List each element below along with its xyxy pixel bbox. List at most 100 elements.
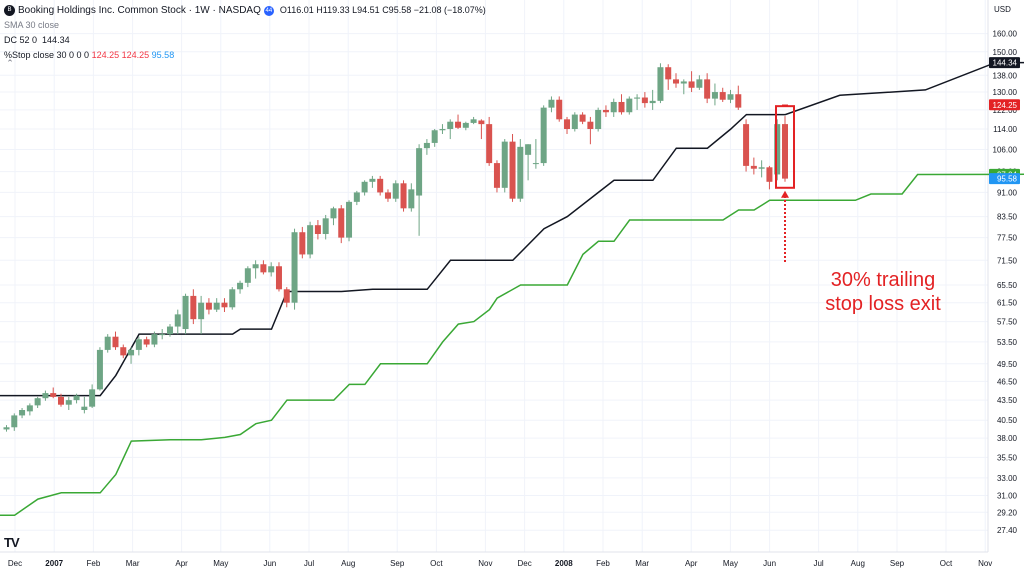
stop-value-2: 124.25 (121, 50, 150, 60)
candle (3, 425, 10, 432)
y-tick-label: 57.50 (997, 318, 1018, 327)
candle-body (688, 81, 695, 88)
candle-body (237, 282, 244, 290)
candle-body (571, 114, 578, 130)
candle (291, 228, 298, 310)
x-tick-labels[interactable]: Dec 2007 Feb Mar Apr May Jun Jul Aug Sep Oct Nov Dec… (8, 559, 992, 568)
candle (587, 116, 594, 145)
candle-body (260, 264, 267, 273)
candle (735, 85, 742, 110)
x-tick-label: Feb (596, 559, 610, 568)
candle-body (221, 302, 228, 308)
candle-body (346, 201, 353, 238)
candle (423, 139, 430, 155)
price-tag-bg (989, 99, 1020, 111)
candle-body (198, 302, 205, 320)
legend-symbol-row[interactable]: B Booking Holdings Inc. Common Stock · 1W… (4, 3, 486, 18)
dc-label: DC 52 0 (4, 35, 38, 45)
candle-body (540, 107, 547, 164)
x-tick-label: Dec (8, 559, 22, 568)
price-tag: 144.34 (989, 57, 1020, 69)
candle-body (229, 289, 236, 308)
candle (688, 71, 695, 93)
candle (81, 396, 88, 414)
candle (470, 116, 477, 125)
candle (42, 390, 49, 401)
candle (353, 190, 360, 206)
y-tick-label: 114.00 (993, 125, 1017, 134)
legend-open: O116.01 (279, 5, 314, 15)
candle-body (711, 92, 718, 99)
currency-label[interactable]: USD (994, 5, 1011, 14)
candle (128, 347, 135, 364)
x-tick-label: Jul (813, 559, 823, 568)
candle-body (244, 268, 251, 283)
y-tick-label: 29.20 (997, 508, 1018, 517)
candle-body (696, 79, 703, 88)
x-tick-label: Feb (87, 559, 101, 568)
candle-body (104, 336, 111, 350)
y-tick-label: 83.50 (997, 213, 1018, 222)
candle (57, 393, 64, 407)
candle (151, 331, 158, 348)
candle (618, 94, 625, 115)
candle (11, 413, 18, 431)
candle-body (377, 178, 384, 193)
candle (174, 309, 181, 335)
candle (159, 329, 166, 340)
candle-body (19, 410, 26, 416)
candle-body (135, 339, 142, 350)
tradingview-logo-icon[interactable]: TV (4, 535, 20, 550)
exchange-badge: 44 (263, 5, 274, 16)
y-tick-label: 77.50 (997, 234, 1018, 243)
candle (509, 133, 516, 202)
candle-body (182, 295, 189, 330)
candle (719, 87, 726, 102)
candle-body (455, 121, 462, 128)
candle-body (525, 144, 532, 155)
candle-body (291, 232, 298, 303)
legend-stop-row[interactable]: %Stop close 30 0 0 0 124.25 124.25 95.58 (4, 48, 486, 63)
candle (540, 105, 547, 166)
y-tick-labels[interactable]: 160.00 150.00 138.00 130.00 122.00 114.00 106.… (993, 30, 1018, 536)
candle-body (548, 99, 555, 108)
candle-body (314, 225, 321, 235)
symbol-title[interactable]: Booking Holdings Inc. Common Stock · 1W … (18, 5, 261, 16)
candle-body (641, 97, 648, 104)
stop-value-3: 95.58 (151, 50, 175, 60)
candle-body (447, 121, 454, 130)
candle (244, 266, 251, 288)
legend-dc-row[interactable]: DC 52 0 144.34 (4, 33, 486, 48)
candle (89, 384, 96, 409)
x-tick-label: Mar (126, 559, 140, 568)
candle (501, 139, 508, 193)
candle (408, 183, 415, 212)
candle (431, 129, 438, 147)
collapse-legend-chevron-icon[interactable]: ⌃ (6, 58, 14, 68)
candle-body (3, 427, 10, 430)
y-tick-label: 35.50 (997, 453, 1018, 462)
candle-body (766, 167, 773, 182)
x-tick-label: May (723, 559, 738, 568)
y-tick-label: 160.00 (993, 30, 1018, 39)
candle (104, 334, 111, 353)
candle (182, 293, 189, 335)
candle (346, 200, 353, 242)
candle-body (338, 208, 345, 238)
legend-sma-row[interactable]: SMA 30 close (4, 18, 486, 33)
price-tag-bg (989, 57, 1020, 69)
x-tick-label: Aug (341, 559, 355, 568)
candle (657, 63, 664, 104)
candle (416, 144, 423, 236)
candle (283, 287, 290, 308)
price-tag-text: 124.25 (993, 101, 1018, 110)
candle (120, 344, 127, 359)
x-tick-label: Jun (763, 559, 776, 568)
candle-body (564, 119, 571, 130)
candle (50, 387, 57, 399)
candle-body (680, 81, 687, 84)
candle (641, 92, 648, 108)
candle-body (610, 101, 617, 113)
